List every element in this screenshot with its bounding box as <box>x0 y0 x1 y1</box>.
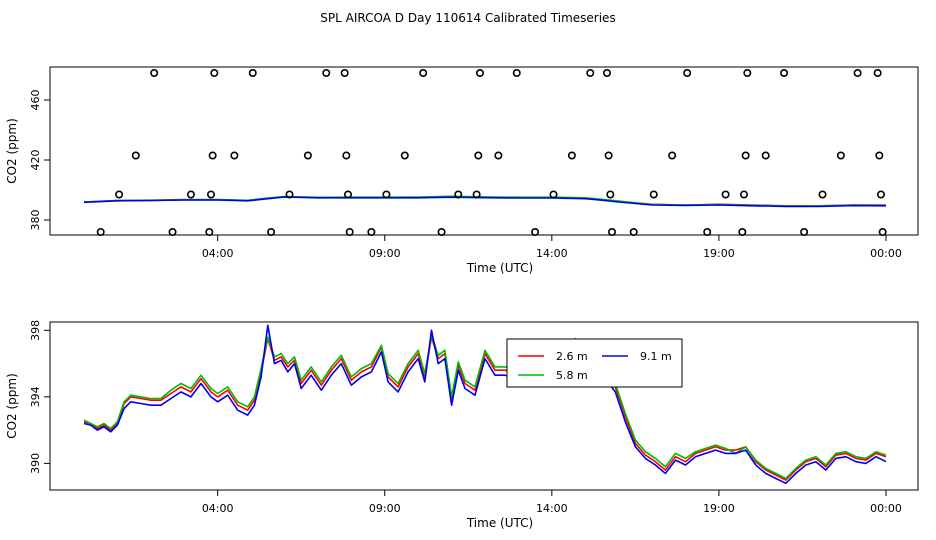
data-point <box>649 190 658 199</box>
data-point <box>205 228 214 237</box>
data-point <box>741 151 750 160</box>
data-point <box>454 190 463 199</box>
legend-box <box>506 338 683 388</box>
x-tick-label: 00:00 <box>870 247 902 260</box>
data-point <box>206 190 215 199</box>
data-point <box>549 190 558 199</box>
data-point <box>248 69 257 78</box>
data-point <box>875 151 884 160</box>
data-point <box>475 69 484 78</box>
data-point <box>210 69 219 78</box>
y-tick-label: 394 <box>29 386 42 407</box>
data-point <box>668 151 677 160</box>
legend-label: 5.8 m <box>556 369 588 382</box>
data-point <box>303 151 312 160</box>
data-point <box>168 228 177 237</box>
data-point <box>761 151 770 160</box>
legend-label: 9.1 m <box>640 350 672 363</box>
data-point <box>739 190 748 199</box>
x-tick-label: 00:00 <box>870 502 902 515</box>
data-point <box>607 228 616 237</box>
data-point <box>382 190 391 199</box>
data-point <box>230 151 239 160</box>
x-tick-label: 14:00 <box>536 247 568 260</box>
x-tick-label: 04:00 <box>202 247 234 260</box>
data-point <box>208 151 217 160</box>
data-point <box>150 69 159 78</box>
data-point <box>780 69 789 78</box>
data-point <box>836 151 845 160</box>
x-tick-label: 14:00 <box>536 502 568 515</box>
data-point <box>604 151 613 160</box>
data-point <box>131 151 140 160</box>
data-point <box>876 190 885 199</box>
top-panel: 04:00 09:00 14:00 19:00 00:00 380 420 460 Time (… <box>5 66 919 275</box>
data-point <box>285 190 294 199</box>
data-point <box>878 228 887 237</box>
y-tick-label: 390 <box>29 453 42 474</box>
x-tick-label: 04:00 <box>202 502 234 515</box>
y-axis-label: CO2 (ppm) <box>5 373 19 439</box>
data-point <box>474 151 483 160</box>
data-point <box>494 151 503 160</box>
data-point <box>853 69 862 78</box>
data-point <box>683 69 692 78</box>
data-point <box>186 190 195 199</box>
data-point <box>340 69 349 78</box>
data-point <box>721 190 730 199</box>
y-tick-label: 398 <box>29 320 42 341</box>
data-point <box>267 228 276 237</box>
data-point <box>629 228 638 237</box>
data-point <box>472 190 481 199</box>
data-point <box>586 69 595 78</box>
x-tick-label: 19:00 <box>703 502 735 515</box>
x-axis-label: Time (UTC) <box>466 516 533 530</box>
series-line-9-1-m <box>83 196 887 208</box>
data-point <box>115 190 124 199</box>
series-line-9-1-m <box>83 324 887 485</box>
y-tick-label: 460 <box>29 90 42 111</box>
plot-frame <box>49 321 919 491</box>
x-tick-label: 19:00 <box>703 247 735 260</box>
data-point <box>567 151 576 160</box>
data-point <box>512 69 521 78</box>
data-point <box>345 228 354 237</box>
series-line-5-8-m <box>83 334 887 480</box>
data-point <box>437 228 446 237</box>
data-point <box>602 69 611 78</box>
data-point <box>606 190 615 199</box>
data-point <box>96 228 105 237</box>
chart-title: SPL AIRCOA D Day 110614 Calibrated Times… <box>320 11 615 25</box>
data-point <box>873 69 882 78</box>
data-point <box>322 69 331 78</box>
data-point <box>743 69 752 78</box>
data-point <box>419 69 428 78</box>
legend: 2.6 m 5.8 m 9.1 m <box>506 338 683 388</box>
plot-frame <box>49 66 919 236</box>
y-tick-label: 420 <box>29 150 42 171</box>
y-tick-label: 380 <box>29 210 42 231</box>
data-point <box>738 228 747 237</box>
data-point <box>800 228 809 237</box>
x-tick-label: 09:00 <box>369 247 401 260</box>
data-point <box>703 228 712 237</box>
data-point <box>343 190 352 199</box>
data-point <box>342 151 351 160</box>
data-point <box>367 228 376 237</box>
x-tick-label: 09:00 <box>369 502 401 515</box>
y-axis-label: CO2 (ppm) <box>5 118 19 184</box>
legend-label: 2.6 m <box>556 350 588 363</box>
data-point <box>818 190 827 199</box>
data-point <box>400 151 409 160</box>
bottom-panel: 04:00 09:00 14:00 19:00 00:00 390 394 398 Time (… <box>5 320 919 530</box>
data-point <box>531 228 540 237</box>
x-axis-label: Time (UTC) <box>466 261 533 275</box>
